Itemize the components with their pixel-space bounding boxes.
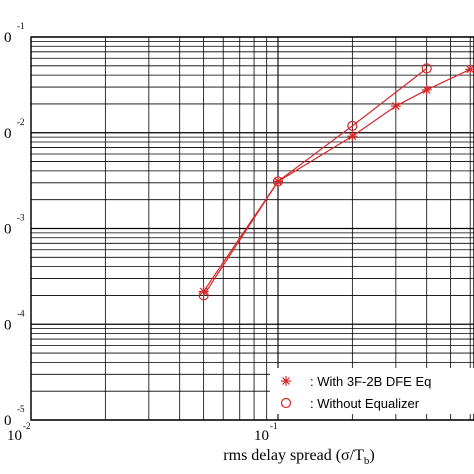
x-tick-base: 10: [254, 428, 269, 444]
series-line: [203, 68, 471, 292]
asterisk-stroke: [422, 86, 431, 94]
circle-marker: [347, 120, 358, 131]
x-tick-base: 10: [7, 428, 22, 444]
y-tick-base: 0: [4, 30, 12, 46]
tick-labels: 0-10-20-30-40-510-210-1: [4, 21, 278, 444]
legend-label: : Without Equalizer: [310, 396, 420, 411]
x-tick-exponent: -2: [23, 421, 31, 431]
plot-frame: [30, 36, 474, 421]
y-tick-label: 0 -5: [4, 404, 25, 429]
y-tick-exponent: -3: [17, 213, 25, 223]
series-layer: [198, 63, 474, 301]
asterisk-stroke: [391, 102, 400, 110]
y-tick-label: 0 -1: [4, 21, 25, 46]
y-tick-base: 0: [4, 222, 12, 238]
x-axis-title: rms delay spread (σ/Tb): [223, 447, 374, 467]
y-tick-exponent: -2: [17, 117, 25, 127]
y-tick-label: 0 -3: [4, 213, 25, 238]
asterisk-marker: [390, 101, 401, 112]
legend-box: [270, 368, 474, 414]
x-tick-label: 10-1: [254, 421, 278, 444]
legend-item: : With 3F-2B DFE Eq: [281, 374, 431, 389]
x-tick-exponent: -1: [270, 421, 278, 431]
legend-label: : With 3F-2B DFE Eq: [310, 374, 431, 389]
series-2: [198, 63, 432, 301]
y-tick-exponent: -1: [17, 21, 25, 31]
y-tick-label: 0 -4: [4, 308, 25, 333]
grid: [30, 36, 474, 421]
circle-marker: [272, 176, 284, 187]
asterisk-marker: [421, 84, 432, 95]
y-tick-base: 0: [4, 126, 12, 142]
x-tick-label: 10-2: [7, 421, 31, 444]
asterisk-marker: [347, 131, 358, 142]
series-line: [203, 67, 428, 296]
y-tick-label: 0 -2: [4, 117, 25, 142]
y-tick-exponent: -5: [17, 404, 25, 414]
y-tick-exponent: -4: [17, 308, 25, 318]
circle-marker: [421, 63, 432, 74]
plot-border: [30, 36, 474, 421]
asterisk-stroke: [466, 65, 474, 74]
asterisk-marker: [281, 376, 291, 386]
circle-marker: [198, 290, 209, 301]
asterisk-stroke: [348, 132, 357, 141]
legend: : With 3F-2B DFE Eq : Without Equalizer: [270, 368, 474, 414]
legend-item: : Without Equalizer: [280, 396, 420, 411]
y-tick-base: 0: [4, 317, 12, 333]
asterisk-stroke: [282, 377, 290, 385]
circle-marker: [280, 397, 292, 409]
y-tick-base: 0: [4, 413, 12, 429]
